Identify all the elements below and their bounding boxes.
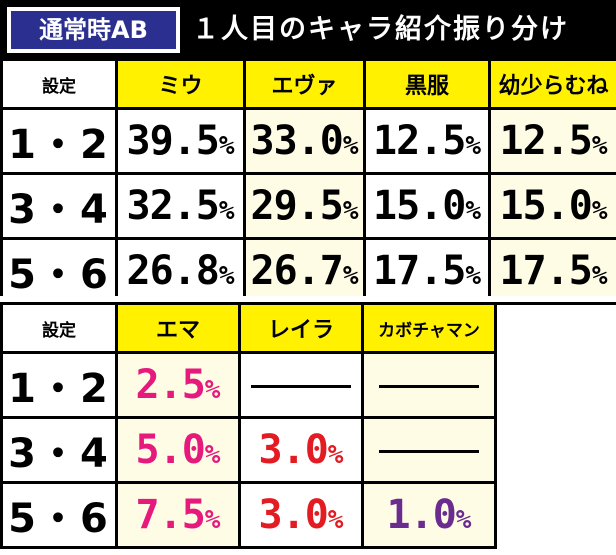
empty-cell [361,351,497,419]
dash-line [251,384,351,388]
value-cell: 3.0% [238,481,364,549]
character-table-secondary: 設定 エマ レイラ カボチャマン 1・2 2.5% 3・4 5.0% 3.0% … [0,302,497,549]
value-cell: 17.5% [488,237,616,305]
empty-cell [238,351,364,419]
column-header-youshou-ramune: 幼少らむね [488,58,616,110]
page-title: １人目のキャラ紹介振り分け [192,14,569,45]
value-cell: 17.5% [363,237,491,305]
table-row: 5・6 7.5% 3.0% 1.0% [0,481,497,549]
dash-line [379,384,479,388]
column-header-layla: レイラ [238,302,364,354]
setting-column-header: 設定 [0,58,118,110]
empty-cell [361,416,497,484]
column-header-kurofuku: 黒服 [363,58,491,110]
table-header-row: 設定 ミウ エヴァ 黒服 幼少らむね [0,58,616,110]
title-bar: 通常時AB １人目のキャラ紹介振り分け [0,0,616,60]
column-header-kabochaman: カボチャマン [361,302,497,354]
value-cell: 7.5% [115,481,241,549]
table-row: 5・6 26.8% 26.7% 17.5% 17.5% [0,237,616,305]
setting-column-header: 設定 [0,302,118,354]
value-cell: 39.5% [115,107,246,175]
setting-cell: 1・2 [0,107,118,175]
setting-cell: 3・4 [0,416,118,484]
value-cell: 12.5% [363,107,491,175]
table-row: 3・4 5.0% 3.0% [0,416,497,484]
value-cell: 2.5% [115,351,241,419]
table-row: 1・2 39.5% 33.0% 12.5% 12.5% [0,107,616,175]
value-cell: 29.5% [243,172,366,240]
value-cell: 5.0% [115,416,241,484]
table-header-row: 設定 エマ レイラ カボチャマン [0,302,497,354]
setting-cell: 3・4 [0,172,118,240]
value-cell: 15.0% [488,172,616,240]
column-header-emma: エマ [115,302,241,354]
dash-line [379,449,479,453]
table-row: 1・2 2.5% [0,351,497,419]
value-cell: 26.8% [115,237,246,305]
mode-badge: 通常時AB [7,7,180,53]
setting-cell: 1・2 [0,351,118,419]
column-header-miu: ミウ [115,58,246,110]
character-table-main: 設定 ミウ エヴァ 黒服 幼少らむね 1・2 39.5% 33.0% 12.5%… [0,58,616,305]
value-cell: 12.5% [488,107,616,175]
value-cell: 15.0% [363,172,491,240]
value-cell: 32.5% [115,172,246,240]
table-row: 3・4 32.5% 29.5% 15.0% 15.0% [0,172,616,240]
mode-badge-label: 通常時AB [11,11,176,49]
setting-cell: 5・6 [0,481,118,549]
value-cell: 33.0% [243,107,366,175]
setting-cell: 5・6 [0,237,118,305]
value-cell: 1.0% [361,481,497,549]
value-cell: 26.7% [243,237,366,305]
value-cell: 3.0% [238,416,364,484]
column-header-eva: エヴァ [243,58,366,110]
table-separator [0,296,616,302]
